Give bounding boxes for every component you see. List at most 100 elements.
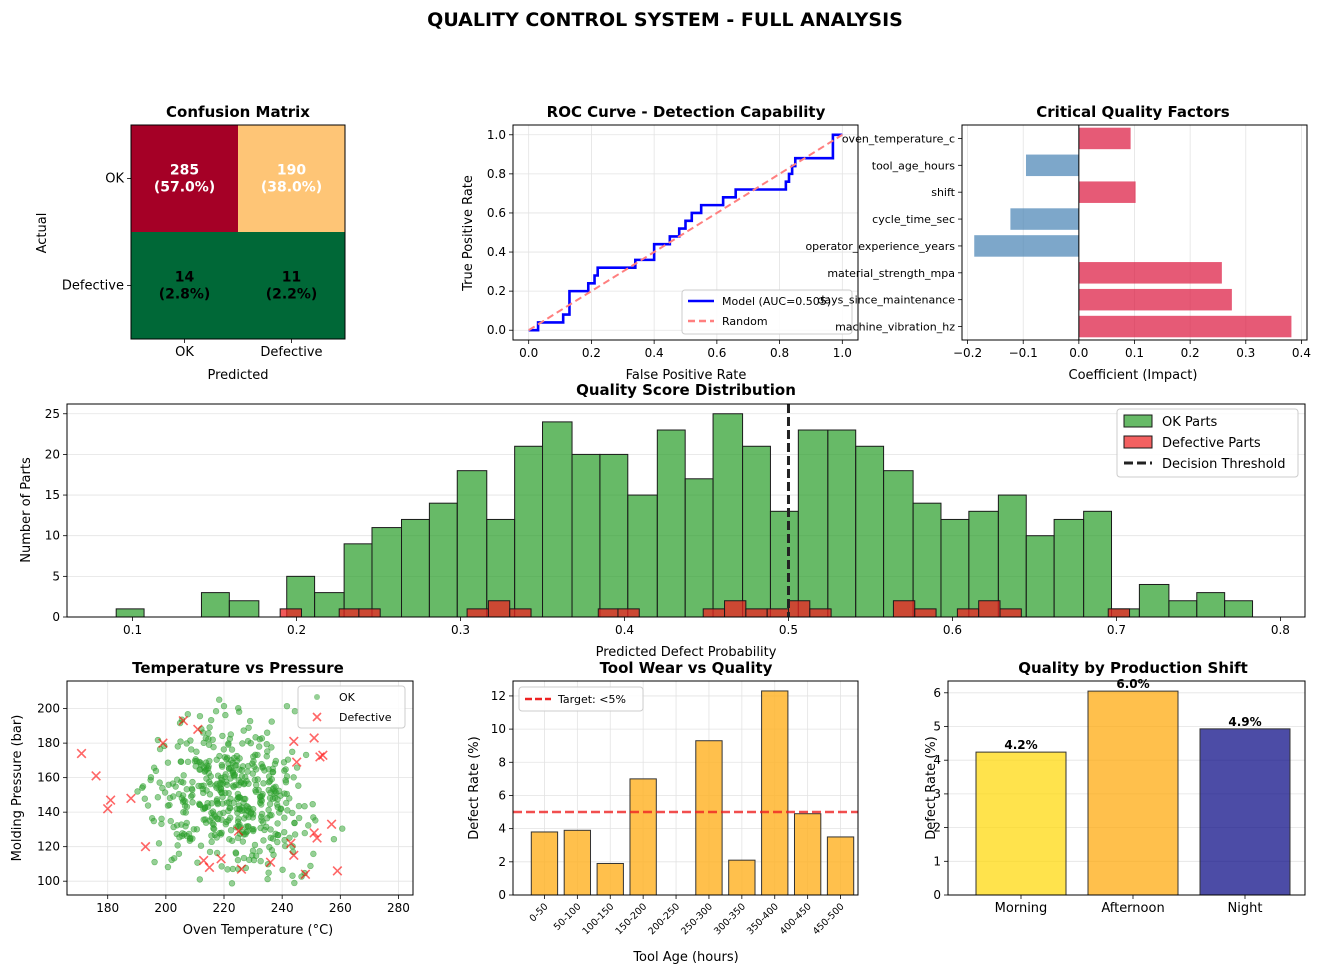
ok-point <box>265 806 272 814</box>
ok-point <box>203 775 210 782</box>
factors-ytick-label: machine_vibration_hz <box>835 321 955 334</box>
random-baseline-line <box>528 133 843 332</box>
ok-point <box>205 730 212 737</box>
ok-point <box>244 823 252 830</box>
ok-point <box>239 740 246 747</box>
ok-parts-bar <box>1025 535 1055 618</box>
ok-point <box>177 758 185 765</box>
ok-point <box>301 829 308 837</box>
factor-bar <box>1078 262 1222 284</box>
distribution-title: Quality Score Distribution <box>576 381 796 399</box>
shift-quality-panel: Quality by Production Shift Defect Rate … <box>924 659 1306 916</box>
cm-cell <box>238 232 345 339</box>
roc-legend-label: Random <box>722 315 768 328</box>
cm-frame <box>130 124 346 340</box>
shift-ytick-label: 0 <box>933 888 941 902</box>
factors-title: Critical Quality Factors <box>1036 103 1229 121</box>
ok-point <box>281 767 288 774</box>
ok-point <box>270 851 277 859</box>
tool-xtick-label: 50-100 <box>552 901 584 933</box>
shift-xtick-label: Afternoon <box>1101 901 1164 916</box>
defective-parts-bar <box>745 608 768 618</box>
ok-point <box>138 784 146 791</box>
ok-point <box>232 850 240 857</box>
ok-point <box>154 794 162 801</box>
defective-point <box>233 826 244 837</box>
ok-point <box>254 776 261 783</box>
tool-legend: Target: <5% <box>518 686 644 712</box>
ok-point <box>291 831 299 838</box>
ok-point <box>230 783 237 791</box>
defective-point <box>91 771 101 781</box>
ok-point <box>218 863 225 870</box>
ok-point <box>174 842 181 849</box>
shift-ytick-label: 4 <box>933 753 941 767</box>
roc-ytick-label: 0.0 <box>487 323 506 337</box>
ok-point <box>240 854 248 862</box>
ok-point <box>238 779 245 786</box>
factors-ytick-label: days_since_maintenance <box>817 294 955 307</box>
ok-point <box>180 808 187 816</box>
ok-point <box>274 831 281 839</box>
ok-point <box>225 799 233 806</box>
ok-point <box>196 712 204 720</box>
roc-legend: Model (AUC=0.505) Random <box>681 289 853 335</box>
factor-bar <box>1025 154 1079 177</box>
ok-point <box>165 781 172 788</box>
figure-suptitle: QUALITY CONTROL SYSTEM - FULL ANALYSIS <box>427 9 903 31</box>
cm-cell-count: 285 <box>170 163 199 179</box>
ok-point <box>234 856 242 864</box>
scatter-xtick-label: 280 <box>387 901 410 915</box>
ok-point <box>172 783 179 790</box>
ok-point <box>229 837 236 844</box>
ok-parts-bar <box>1053 518 1085 618</box>
ok-point <box>238 766 245 774</box>
scatter-legend-label: Defective <box>339 711 392 724</box>
ok-point <box>265 766 272 773</box>
ok-point <box>182 823 189 830</box>
defective-point <box>216 853 226 864</box>
defective-point <box>236 864 247 874</box>
ok-point <box>257 857 264 865</box>
defective-parts-bar <box>999 608 1022 618</box>
ok-point <box>181 802 189 810</box>
shift-bar <box>1087 690 1179 896</box>
ok-point <box>227 814 234 821</box>
ok-point <box>225 789 232 797</box>
shift-ytick-label: 3 <box>933 787 941 801</box>
shift-ytick-label: 2 <box>933 821 941 835</box>
defective-parts-bar <box>702 608 726 618</box>
roc-ytick-label: 0.4 <box>487 245 506 259</box>
ok-point <box>283 773 291 780</box>
ok-point <box>272 757 280 765</box>
tool-xtick-label: 400-450 <box>778 901 814 937</box>
tool-xtick-label: 100-150 <box>581 901 617 937</box>
ok-parts-bar <box>1138 583 1170 618</box>
tool-ylabel: Defect Rate (%) <box>467 736 482 839</box>
ok-point <box>216 810 224 818</box>
ok-parts-bar <box>514 445 544 618</box>
confusion-matrix-title: Confusion Matrix <box>166 103 310 121</box>
hist-ytick-label: 20 <box>45 447 60 461</box>
ok-point <box>274 838 281 846</box>
ok-point <box>233 805 240 813</box>
shift-bar-value-label: 6.0% <box>1116 677 1149 691</box>
ok-point <box>238 807 246 814</box>
ok-point <box>197 842 205 849</box>
ok-point <box>174 743 181 750</box>
distribution-ylabel: Number of Parts <box>19 457 34 563</box>
ok-point <box>281 814 288 821</box>
ok-point <box>239 838 247 845</box>
ok-point <box>272 789 280 796</box>
defective-point <box>318 750 328 761</box>
ok-parts-bar <box>627 494 658 618</box>
cm-cell-percent: (2.2%) <box>266 287 318 303</box>
hist-ytick-label: 15 <box>45 488 60 502</box>
defective-parts-bar <box>809 608 832 618</box>
ok-point <box>193 748 200 755</box>
hist-ytick-label: 5 <box>52 569 60 583</box>
defective-point <box>204 862 215 873</box>
ok-parts-bar <box>115 608 145 618</box>
ok-point <box>213 756 220 763</box>
defective-point <box>315 752 325 762</box>
